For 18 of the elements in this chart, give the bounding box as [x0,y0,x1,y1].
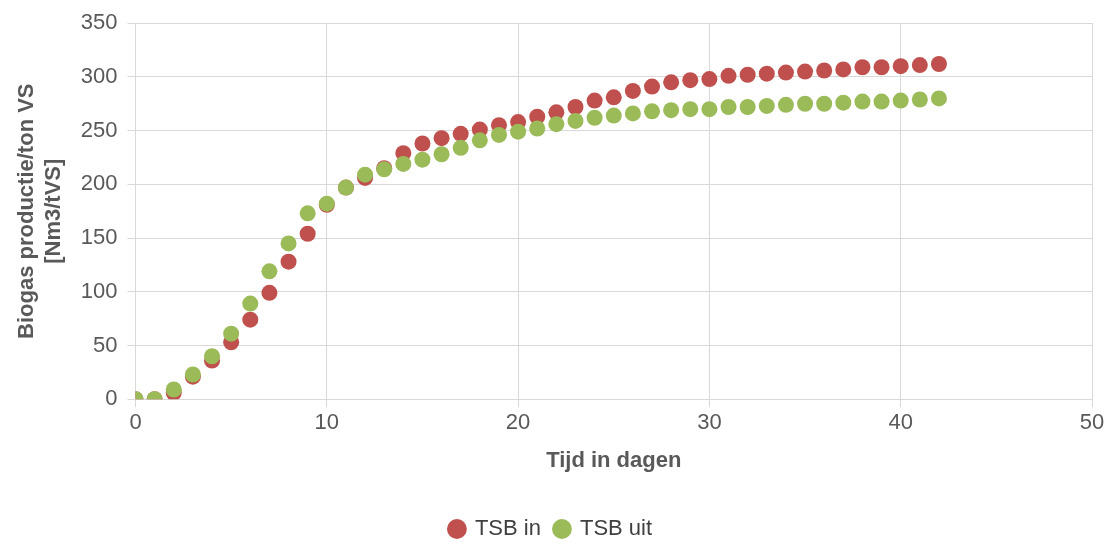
x-axis-title: Tijd in dagen [546,446,682,472]
y-tick-label: 150 [80,224,118,250]
x-tick-label: 30 [697,409,722,435]
y-tick-label: 250 [80,116,118,142]
legend-label: TSB in [474,515,541,541]
y-tick-label: 350 [80,9,118,35]
y-axis-title: Biogas productie/ton VS [Nm3/tVS] [13,83,65,339]
x-tick-label: 20 [505,409,531,435]
y-tick-label: 200 [80,170,118,196]
x-tick-label: 0 [129,409,142,435]
y-tick-label: 300 [80,62,118,88]
x-tick-label: 50 [1079,409,1105,435]
x-tick-label: 10 [314,409,340,435]
x-tick-label: 40 [888,409,913,435]
y-tick-label: 50 [93,331,118,357]
legend-label: TSB uit [579,515,653,541]
y-tick-label: 100 [80,277,118,303]
y-tick-label: 0 [105,385,118,411]
